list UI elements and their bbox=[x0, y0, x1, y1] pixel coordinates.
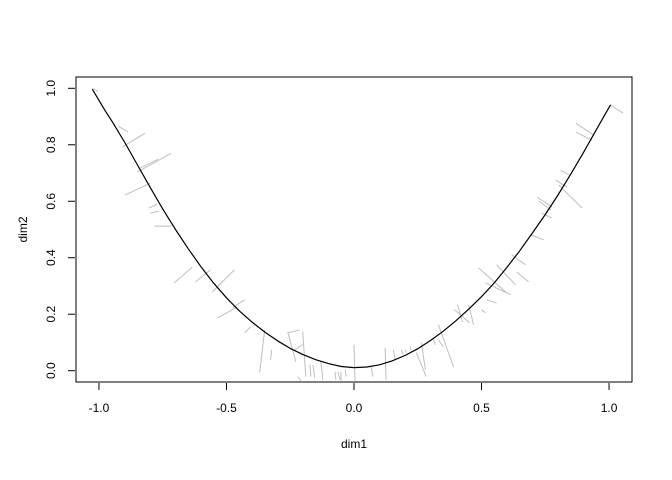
whisker-segment bbox=[511, 254, 526, 266]
whisker-segment bbox=[370, 366, 374, 377]
whisker-segment bbox=[558, 184, 583, 209]
whisker-segment bbox=[117, 125, 129, 133]
whisker-segment bbox=[344, 369, 347, 377]
whisker-segment bbox=[384, 347, 387, 380]
whisker-segment bbox=[478, 267, 507, 294]
x-tick-label: -0.5 bbox=[216, 401, 237, 415]
whisker-segment bbox=[400, 349, 404, 355]
whisker-segment bbox=[259, 329, 266, 373]
whisker-segment bbox=[575, 131, 593, 141]
whisker-segment bbox=[420, 342, 426, 370]
whisker-segment bbox=[212, 269, 235, 293]
whisker-segment bbox=[136, 152, 172, 173]
whisker-segment bbox=[392, 349, 396, 360]
y-axis-title: dim2 bbox=[16, 216, 30, 242]
whisker-segment bbox=[404, 349, 407, 353]
whisker-segment bbox=[244, 326, 251, 334]
whisker-segment bbox=[312, 364, 316, 378]
whisker-segment bbox=[294, 344, 303, 351]
whisker-segment bbox=[536, 196, 553, 208]
y-tick-label: 1.0 bbox=[44, 80, 58, 97]
whisker-segment bbox=[139, 158, 159, 169]
whisker-segment bbox=[457, 304, 463, 322]
whiskers-group bbox=[91, 87, 624, 381]
whisker-segment bbox=[560, 169, 570, 176]
y-tick-label: 0.6 bbox=[44, 193, 58, 210]
whisker-segment bbox=[173, 266, 193, 284]
y-tick-label: 0.4 bbox=[44, 249, 58, 266]
whisker-segment bbox=[195, 269, 211, 283]
whisker-segment bbox=[481, 309, 486, 314]
whisker-segment bbox=[530, 234, 544, 241]
whisker-segment bbox=[353, 344, 356, 381]
whisker-segment bbox=[309, 364, 312, 377]
whisker-segment bbox=[287, 329, 300, 334]
whisker-segment bbox=[270, 349, 273, 360]
whisker-segment bbox=[485, 282, 511, 296]
y-tick-label: 0.8 bbox=[44, 136, 58, 153]
whisker-segment bbox=[320, 361, 324, 380]
axes-group: -1.0 -0.5 0.0 0.5 1.0 0.0 0.2 0.4 0.6 0.8 1.0 bbox=[44, 80, 618, 415]
whisker-segment bbox=[609, 104, 624, 114]
whisker-segment bbox=[409, 346, 412, 350]
whisker-segment bbox=[454, 309, 470, 324]
x-tick-label: 0.5 bbox=[473, 401, 490, 415]
whisker-segment bbox=[486, 299, 497, 304]
whisker-segment bbox=[217, 306, 238, 319]
y-tick-label: 0.2 bbox=[44, 306, 58, 323]
whisker-segment bbox=[415, 352, 427, 377]
whisker-segment bbox=[541, 212, 553, 219]
whisker-segment bbox=[297, 376, 302, 381]
whisker-segment bbox=[148, 203, 158, 209]
whisker-segment bbox=[334, 371, 337, 380]
whisker-segment bbox=[91, 87, 99, 92]
whisker-segment bbox=[437, 324, 454, 367]
whisker-segment bbox=[432, 339, 436, 345]
whisker-segment bbox=[337, 371, 341, 380]
x-axis-title: dim1 bbox=[341, 437, 367, 451]
x-tick-label: 0.0 bbox=[346, 401, 363, 415]
y-tick-label: 0.0 bbox=[44, 362, 58, 379]
whisker-segment bbox=[555, 179, 568, 188]
whisker-segment bbox=[496, 264, 517, 286]
whisker-segment bbox=[437, 339, 444, 347]
whisker-segment bbox=[150, 210, 160, 214]
whisker-segment bbox=[124, 182, 151, 196]
x-tick-label: 1.0 bbox=[601, 401, 618, 415]
plot-box bbox=[75, 76, 633, 383]
whisker-segment bbox=[302, 331, 307, 377]
whisker-segment bbox=[287, 331, 297, 362]
curve-group bbox=[92, 89, 611, 369]
whisker-segment bbox=[516, 271, 530, 283]
principal-curve bbox=[92, 89, 611, 369]
x-tick-label: -1.0 bbox=[89, 401, 110, 415]
whisker-segment bbox=[575, 122, 595, 136]
